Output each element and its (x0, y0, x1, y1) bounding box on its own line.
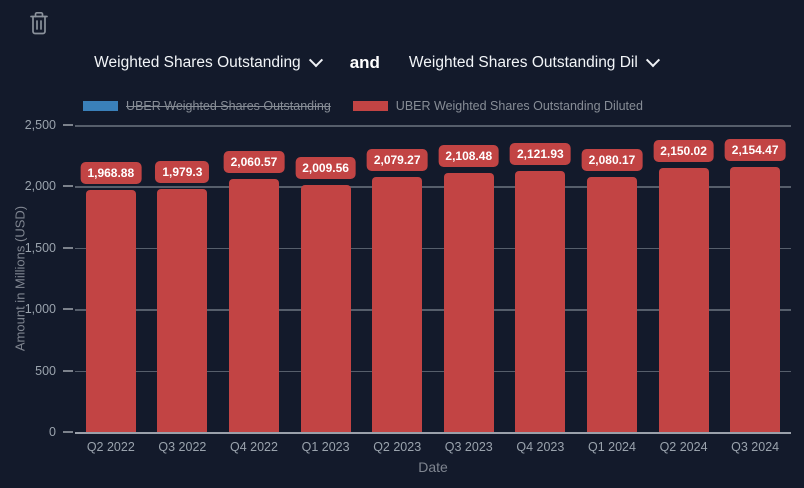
y-tick-mark (63, 308, 73, 311)
bar-series: 1,968.88 1,979.3 2,060.57 2,009.56 2,079.27 2… (75, 125, 791, 432)
bar[interactable] (228, 178, 279, 432)
y-tick-mark (63, 431, 73, 433)
bar-column: 2,150.02 (648, 125, 720, 432)
metric-one-label: Weighted Shares Outstanding (94, 54, 301, 71)
x-tick-label: Q1 2024 (587, 440, 636, 454)
legend-swatch-red (352, 101, 388, 111)
legend-swatch-blue (83, 101, 119, 111)
metric-two-label: Weighted Shares Outstanding Dil (408, 54, 638, 71)
legend-item-shares-outstanding-diluted[interactable]: UBER Weighted Shares Outstanding Diluted (352, 99, 643, 113)
metric-selectors-row: Weighted Shares Outstanding and Weighted… (0, 50, 752, 76)
chevron-down-icon (308, 53, 323, 68)
x-tick-label: Q3 2024 (731, 440, 780, 454)
legend-label: UBER Weighted Shares Outstanding (126, 99, 331, 113)
legend-label: UBER Weighted Shares Outstanding Diluted (395, 99, 643, 113)
bar-value-badge: 2,150.02 (653, 139, 714, 162)
bar-value-badge: 1,968.88 (80, 162, 142, 185)
bar-value-badge: 2,121.93 (510, 143, 571, 166)
metric-one-dropdown[interactable]: Weighted Shares Outstanding (92, 50, 323, 76)
x-tick-label: Q2 2024 (659, 440, 708, 454)
x-tick-label: Q2 2022 (86, 440, 135, 454)
y-tick-label: 500 (35, 363, 56, 378)
bar-value-badge: 1,979.3 (155, 160, 210, 183)
bar-column: 2,060.57 (218, 125, 290, 432)
gridline (75, 186, 791, 188)
bar-value-badge: 2,060.57 (223, 150, 285, 173)
bar[interactable] (586, 176, 637, 432)
bar[interactable] (157, 188, 208, 432)
bar-value-badge: 2,080.17 (581, 148, 643, 171)
gridline (75, 125, 791, 127)
bar-column: 2,108.48 (433, 125, 505, 432)
bar-column: 2,079.27 (361, 125, 433, 432)
bar[interactable] (658, 167, 709, 432)
x-axis-title: Date (418, 459, 448, 475)
y-tick-mark (63, 185, 73, 188)
x-tick-label: Q3 2022 (158, 440, 207, 454)
y-tick-mark (63, 124, 73, 126)
bar-value-badge: 2,154.47 (724, 139, 786, 162)
gridline (75, 309, 791, 311)
x-tick-label: Q4 2023 (516, 440, 565, 454)
y-tick-label: 1,500 (24, 240, 56, 255)
chevron-down-icon (645, 53, 660, 68)
bar-value-badge: 2,079.27 (366, 148, 428, 171)
x-axis: Q2 2022 Q3 2022 Q4 2022 Q1 2023 Q2 2023 Q3 20… (75, 440, 791, 454)
metric-two-dropdown[interactable]: Weighted Shares Outstanding Dil (407, 50, 660, 76)
trash-icon (27, 11, 51, 39)
bar[interactable] (443, 173, 494, 432)
bar[interactable] (515, 171, 566, 432)
y-tick-label: 2,000 (24, 179, 56, 194)
plot-area: 1,968.88 1,979.3 2,060.57 2,009.56 2,079.27 2… (75, 125, 791, 434)
bar[interactable] (730, 167, 781, 432)
legend-item-shares-outstanding[interactable]: UBER Weighted Shares Outstanding (83, 99, 331, 113)
bar-value-badge: 2,009.56 (295, 157, 356, 180)
y-tick-label: 2,500 (24, 118, 56, 132)
gridline (75, 247, 791, 250)
x-tick-label: Q3 2023 (444, 440, 493, 454)
y-tick-mark (63, 369, 73, 372)
bar-value-badge: 2,108.48 (438, 145, 500, 168)
y-tick-mark (63, 246, 73, 249)
delete-chart-button[interactable] (26, 10, 52, 38)
connector-text: and (349, 53, 380, 72)
bar-column: 1,968.88 (75, 125, 147, 432)
bar[interactable] (372, 176, 423, 432)
y-axis: 2,500 2,000 1,500 1,000 500 0 (0, 118, 74, 439)
bar-column: 2,121.93 (505, 125, 577, 432)
chart-legend: UBER Weighted Shares Outstanding UBER We… (0, 99, 726, 113)
y-tick-label: 0 (49, 425, 56, 439)
bar-column: 1,979.3 (147, 125, 219, 432)
bar-column: 2,154.47 (719, 125, 791, 432)
x-tick-label: Q4 2022 (230, 440, 278, 454)
bar-column: 2,080.17 (576, 125, 648, 432)
y-tick-label: 1,000 (24, 302, 56, 317)
bar[interactable] (300, 185, 351, 432)
bar-column: 2,009.56 (290, 125, 362, 432)
x-tick-label: Q1 2023 (301, 440, 350, 454)
gridline (75, 370, 791, 373)
bar[interactable] (85, 190, 136, 432)
x-tick-label: Q2 2023 (373, 440, 422, 454)
